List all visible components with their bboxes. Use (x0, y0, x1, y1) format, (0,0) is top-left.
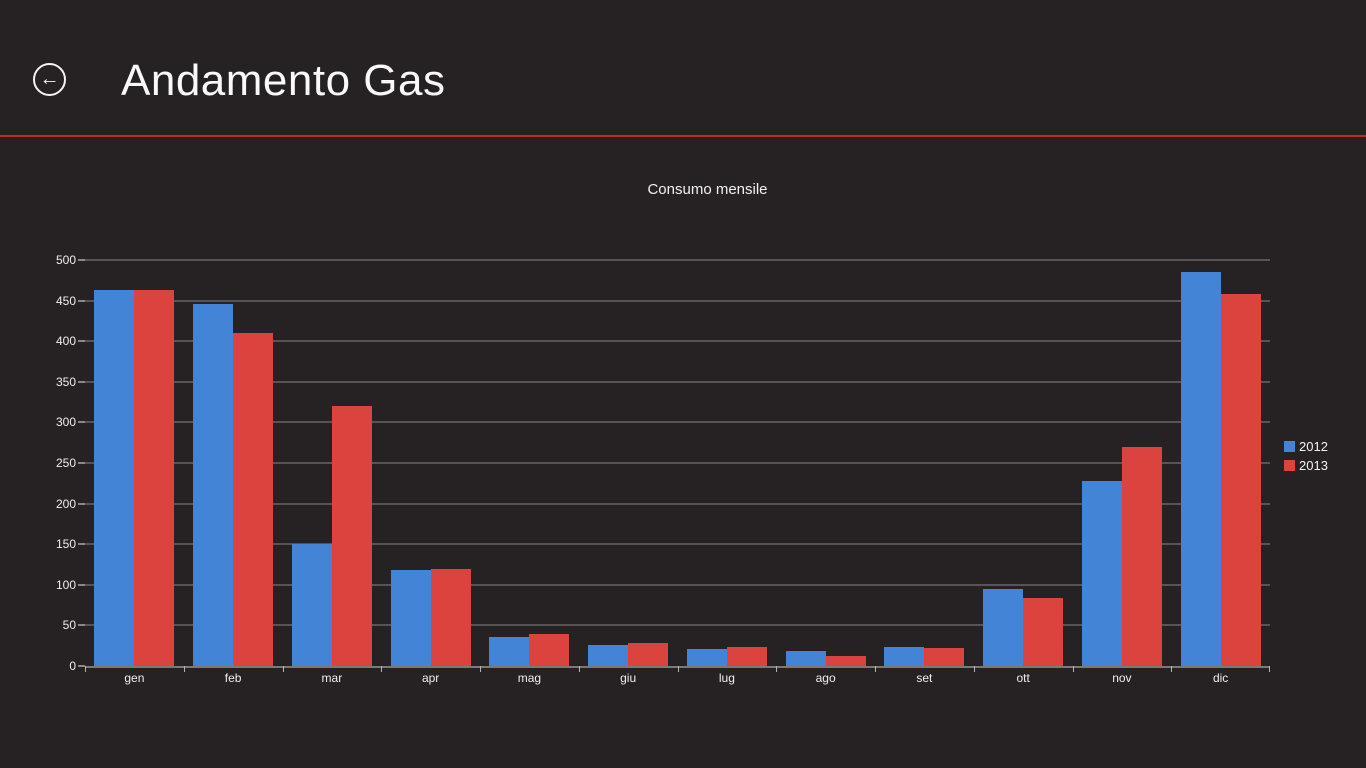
x-tick (875, 666, 876, 672)
y-axis-label: 300 (55, 415, 76, 430)
bar-mar-2012 (291, 544, 332, 666)
page-title: Andamento Gas (121, 56, 446, 105)
bar-gen-2013 (134, 290, 175, 666)
bar-mag-2013 (529, 633, 570, 666)
bar-lug-2013 (726, 647, 767, 666)
x-axis-label-ott: ott (1016, 671, 1030, 685)
legend-swatch-icon (1284, 441, 1295, 452)
y-tick-0 (78, 665, 85, 667)
gridline-250 (85, 462, 1270, 464)
y-tick-250 (78, 462, 85, 464)
x-tick (776, 666, 778, 672)
gridline-450 (85, 299, 1270, 302)
x-axis-label-dic: dic (1212, 671, 1229, 685)
x-axis-label-feb: feb (224, 671, 242, 685)
y-axis-label: 0 (69, 659, 76, 673)
bar-dic-2012 (1180, 272, 1221, 666)
bar-ott-2012 (983, 588, 1024, 666)
y-axis-label: 250 (55, 456, 76, 470)
header-divider (0, 135, 1366, 137)
bar-nov-2013 (1121, 446, 1162, 666)
legend-swatch-icon (1284, 460, 1295, 471)
x-tick (1072, 666, 1074, 672)
x-axis-label-ago: ago (815, 671, 836, 685)
y-tick-50 (78, 624, 85, 627)
y-tick-100 (78, 583, 85, 586)
bar-set-2013 (924, 648, 965, 666)
x-axis-labels: gen feb mar apr mag giu lug ago set ott nov dic (85, 671, 1270, 691)
bar-dic-2013 (1220, 294, 1261, 666)
x-axis-label-giu: giu (620, 671, 637, 685)
x-tick (282, 666, 284, 672)
legend-item-2012: 2012 (1284, 439, 1328, 454)
x-tick (1269, 666, 1270, 672)
x-tick (677, 666, 679, 672)
plot-area (78, 259, 1270, 672)
x-tick (381, 666, 383, 672)
gridline-100 (85, 583, 1270, 586)
y-tick-500 (78, 259, 85, 261)
bar-giu-2012 (588, 644, 629, 666)
gridline-150 (85, 543, 1270, 546)
gridline-400 (85, 340, 1270, 343)
y-axis-label: 50 (62, 618, 76, 633)
y-axis-label: 350 (55, 374, 76, 389)
legend-item-2013: 2013 (1284, 458, 1328, 473)
x-axis-label-mag: mag (517, 671, 542, 685)
bar-ott-2013 (1023, 597, 1064, 666)
x-tick (183, 666, 185, 672)
bar-ago-2013 (825, 656, 866, 666)
bar-nov-2012 (1081, 480, 1122, 666)
x-axis-label-gen: gen (124, 671, 145, 685)
y-axis-label: 100 (55, 577, 76, 592)
bar-giu-2013 (628, 643, 669, 666)
back-button[interactable]: ← (33, 63, 66, 96)
y-tick-400 (78, 340, 85, 343)
y-axis-label: 450 (55, 293, 76, 308)
y-axis-label: 500 (55, 253, 76, 267)
y-tick-150 (78, 543, 85, 546)
legend-label: 2013 (1299, 458, 1328, 473)
y-axis-label: 150 (55, 537, 76, 552)
bar-mag-2012 (489, 636, 530, 666)
x-axis-label-lug: lug (718, 671, 735, 685)
legend-label: 2012 (1299, 439, 1328, 454)
x-axis-label-nov: nov (1112, 671, 1132, 685)
x-tick (973, 666, 975, 672)
gridline-350 (85, 380, 1270, 383)
chart-title: Consumo mensile (647, 181, 768, 198)
gridline-200 (85, 502, 1270, 505)
back-arrow-icon: ← (39, 67, 60, 90)
app-header: ← Andamento Gas (0, 0, 1366, 136)
y-axis-label: 400 (55, 334, 76, 349)
y-tick-450 (78, 299, 85, 302)
gridline-500 (85, 259, 1270, 261)
x-axis-label-mar: mar (321, 671, 343, 685)
x-tick (578, 666, 580, 672)
bar-apr-2012 (390, 570, 431, 666)
y-tick-200 (78, 502, 85, 505)
bar-lug-2012 (686, 648, 727, 666)
x-tick (480, 666, 481, 672)
x-axis-label-set: set (916, 671, 933, 685)
gridline-300 (85, 421, 1270, 424)
bar-ago-2012 (785, 651, 826, 666)
bar-set-2012 (884, 646, 925, 666)
chart-legend: 2012 2013 (1284, 439, 1328, 477)
y-tick-300 (78, 421, 85, 424)
y-axis-label: 200 (55, 496, 76, 511)
y-tick-350 (78, 380, 85, 383)
bar-feb-2012 (193, 303, 234, 666)
bar-mar-2013 (331, 406, 372, 666)
bar-apr-2013 (430, 568, 471, 666)
gridline-50 (85, 624, 1270, 627)
chart: Consumo mensile 0 50 100 150 200 250 300 350 400… (0, 137, 1366, 768)
y-axis-labels: 0 50 100 150 200 250 300 350 400 450 500 (0, 253, 76, 673)
x-axis-label-apr: apr (421, 671, 440, 685)
x-tick (85, 666, 86, 672)
bar-feb-2013 (233, 333, 274, 666)
x-tick (1171, 666, 1173, 672)
bar-gen-2012 (94, 290, 135, 666)
